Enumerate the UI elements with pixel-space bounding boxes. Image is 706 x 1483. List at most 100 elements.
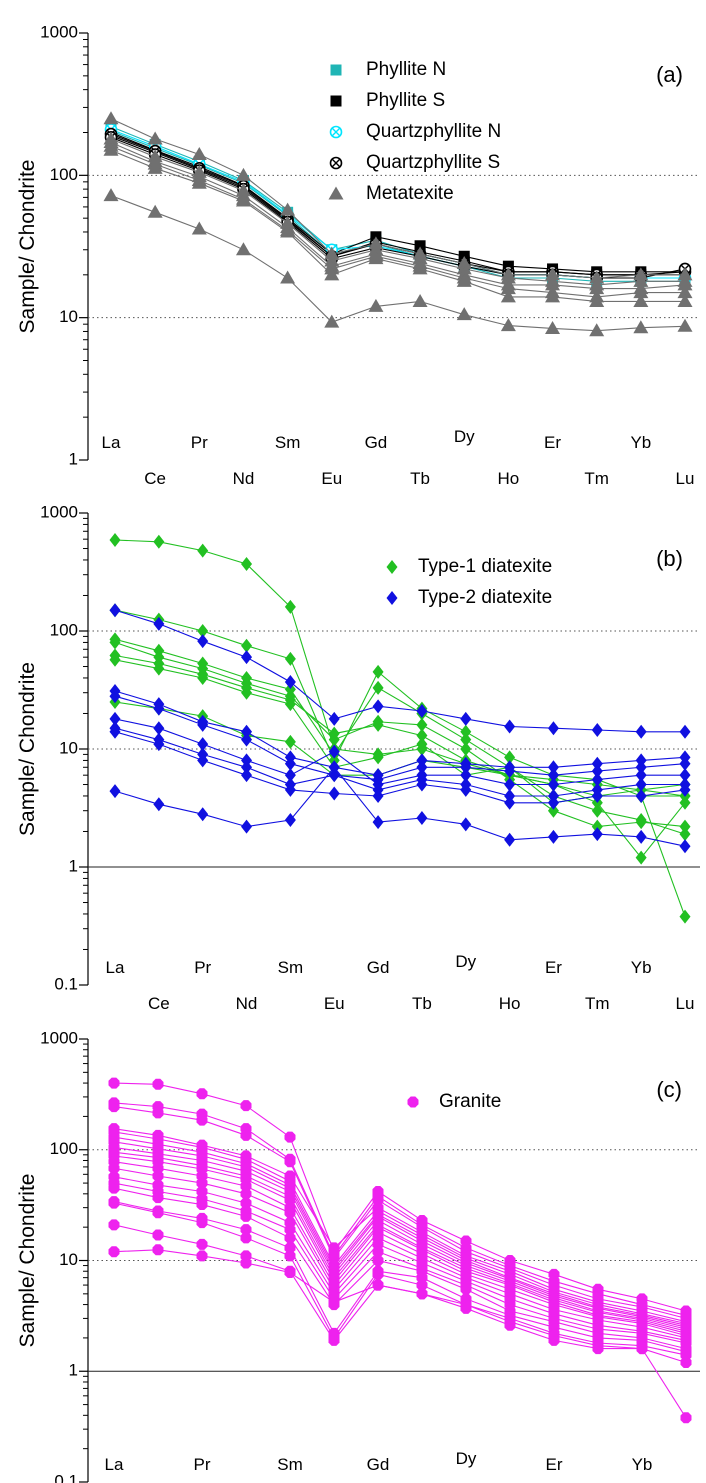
data-point-marker (680, 1412, 692, 1424)
y-tick-label: 1 (69, 856, 78, 875)
data-point-marker (284, 1266, 296, 1278)
data-point-marker (197, 624, 209, 638)
x-tick-label-ce: Ce (148, 994, 170, 1013)
data-point-marker (504, 764, 516, 779)
data-point-marker (460, 724, 472, 739)
data-point-marker (460, 760, 472, 775)
data-point-marker (416, 1288, 428, 1300)
x-tick-label-sm: Sm (278, 958, 304, 977)
x-tick-label-gd: Gd (365, 433, 388, 452)
data-point-marker (240, 1232, 252, 1244)
x-tick-label-eu: Eu (324, 994, 345, 1013)
data-point-marker (240, 1100, 252, 1112)
series-granite (108, 1097, 692, 1321)
data-point-marker (636, 1343, 648, 1355)
data-point-marker (372, 717, 384, 732)
series-line (113, 1128, 687, 1323)
series-line (113, 1249, 687, 1419)
data-point-marker (197, 753, 209, 768)
series-type-1-diatexite (109, 652, 691, 810)
data-point-marker (108, 1182, 120, 1194)
y-tick-label: 0.1 (54, 1471, 78, 1483)
series-line (110, 195, 686, 332)
data-point-marker (547, 721, 559, 736)
data-point-marker (328, 1296, 340, 1308)
data-point-marker (416, 728, 428, 743)
data-point-marker (504, 832, 516, 847)
data-point-marker (460, 768, 472, 783)
data-point-marker (679, 756, 691, 771)
x-tick-label-yb: Yb (632, 1455, 653, 1474)
data-point-marker (680, 1356, 692, 1368)
data-point-marker (416, 760, 428, 775)
legend-label: Phyllite S (366, 90, 445, 111)
series-granite (108, 1150, 692, 1339)
data-point-marker (633, 320, 649, 334)
data-point-marker (196, 1088, 208, 1100)
series-line (113, 1106, 687, 1319)
data-point-marker (241, 650, 253, 665)
series-line (113, 1202, 687, 1356)
legend-item: Granite (407, 1091, 501, 1112)
data-point-marker (241, 768, 253, 783)
data-point-marker (241, 819, 253, 834)
data-point-marker (677, 285, 693, 299)
x-tick-label-tb: Tb (410, 469, 430, 488)
data-point-marker (109, 533, 121, 548)
data-point-marker (545, 267, 561, 281)
data-point-marker (284, 782, 296, 797)
series-line (110, 138, 685, 286)
y-tick-label: 1000 (40, 22, 78, 41)
data-point-marker (412, 293, 428, 307)
data-point-marker (284, 1224, 296, 1236)
data-point-marker (368, 298, 384, 312)
data-point-marker (545, 320, 561, 334)
legend-marker (386, 591, 398, 605)
data-point-marker (372, 1255, 384, 1266)
legend-label: Type-2 diatexite (418, 587, 552, 608)
x-tick-label-er: Er (544, 433, 561, 452)
series-line (113, 1182, 687, 1344)
data-point-marker (197, 543, 209, 558)
data-point-marker (328, 711, 340, 726)
x-tick-label-dy: Dy (456, 1449, 477, 1468)
data-point-marker (504, 795, 516, 810)
data-point-marker (153, 616, 165, 631)
data-point-marker (152, 1170, 164, 1182)
data-point-marker (460, 742, 472, 756)
data-point-marker (235, 193, 251, 207)
data-point-marker (152, 1207, 164, 1219)
data-point-marker (241, 556, 253, 571)
x-tick-label-lu: Lu (676, 469, 695, 488)
series-granite (108, 1197, 692, 1361)
data-point-marker (108, 1077, 120, 1089)
data-point-marker (147, 160, 163, 174)
data-point-marker (280, 202, 296, 216)
data-point-marker (196, 1238, 208, 1250)
data-point-marker (324, 314, 340, 328)
data-point-marker (412, 261, 428, 275)
x-tick-label-nd: Nd (236, 994, 258, 1013)
y-tick-label: 100 (50, 1139, 78, 1158)
data-point-marker (547, 777, 559, 792)
legend-marker (330, 64, 342, 76)
series-line (113, 1155, 687, 1334)
legend-item: Quartzphyllite N (329, 121, 501, 142)
data-point-marker (324, 246, 340, 260)
data-point-marker (328, 744, 340, 759)
data-point-marker (153, 737, 165, 752)
data-point-marker (460, 1299, 472, 1311)
series-line (114, 727, 685, 797)
x-tick-label-ho: Ho (498, 469, 520, 488)
data-point-marker (416, 1279, 428, 1291)
data-point-marker (328, 1334, 340, 1346)
y-tick-label: 10 (59, 738, 78, 757)
x-tick-label-yb: Yb (631, 958, 652, 977)
data-point-marker (147, 204, 163, 218)
data-point-marker (547, 829, 559, 844)
data-point-marker (240, 1197, 252, 1209)
series-line (113, 1187, 687, 1350)
series-line (114, 690, 686, 776)
data-point-marker (679, 782, 691, 797)
